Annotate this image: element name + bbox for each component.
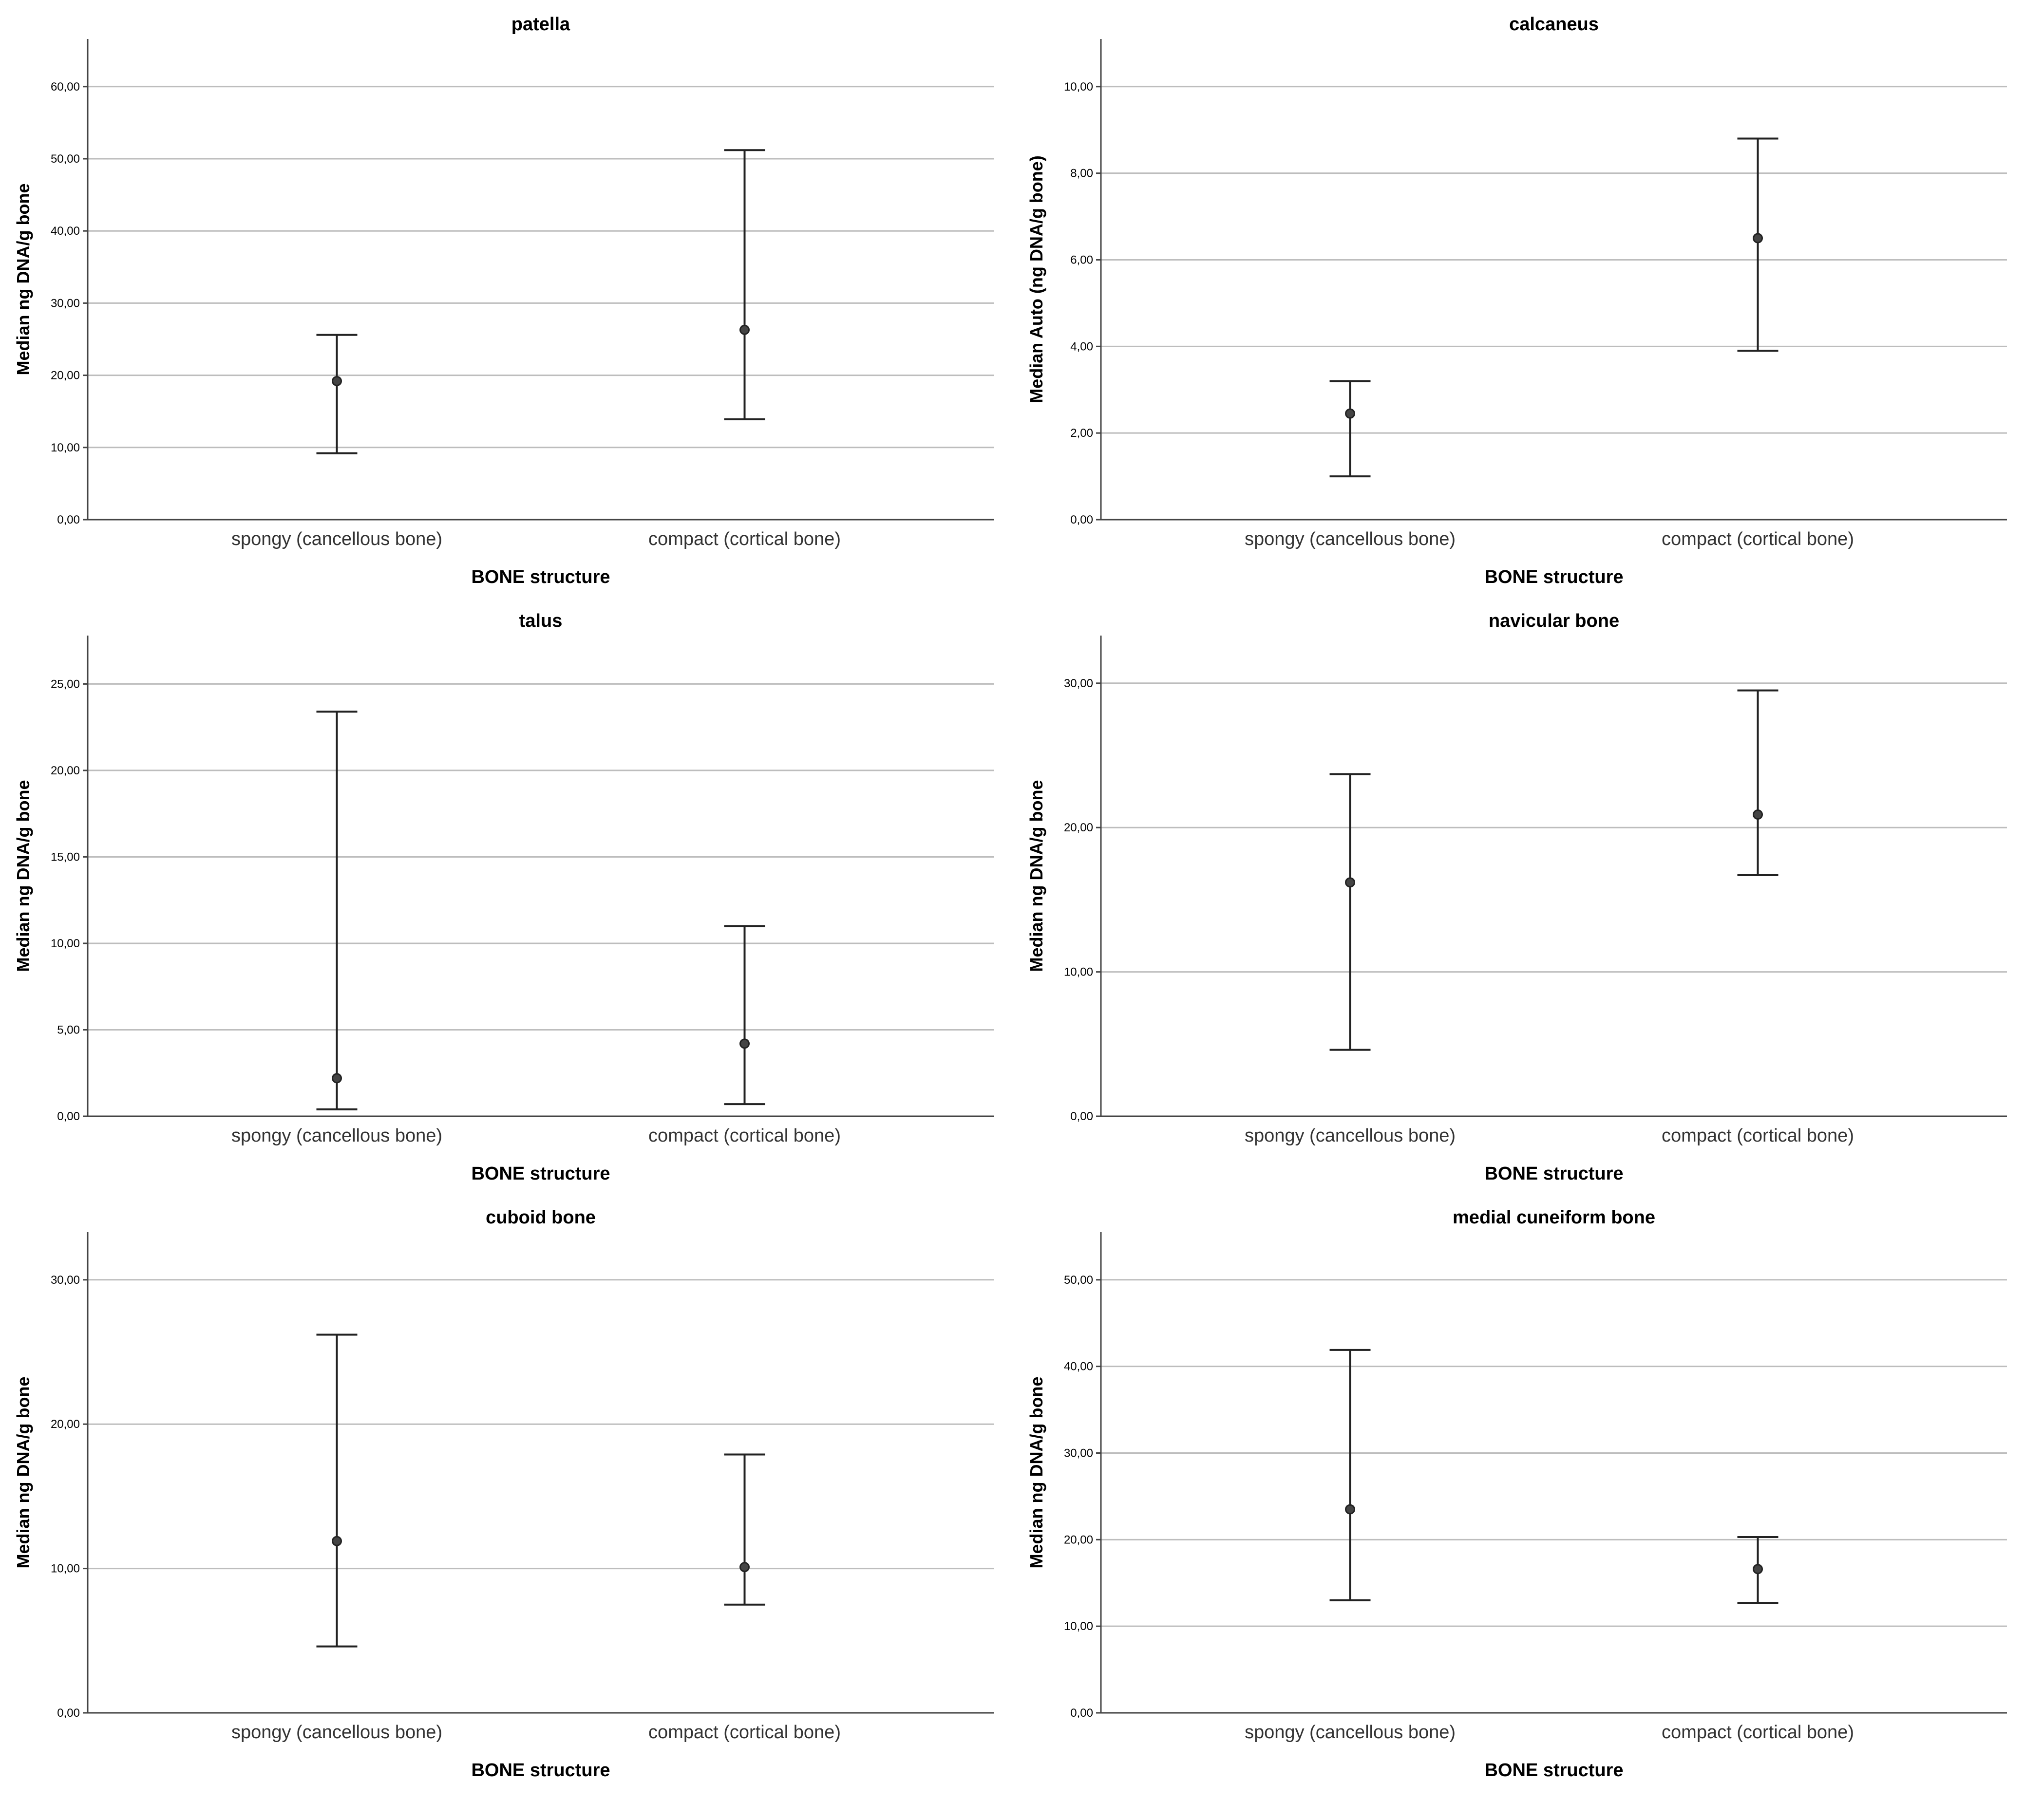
y-tick-label: 10,00	[51, 441, 80, 454]
axes	[1100, 636, 2007, 1117]
y-tick-label: 2,00	[1070, 427, 1093, 440]
x-tick-label: compact (cortical bone)	[648, 529, 841, 549]
chart-panel-6: 0,00 10,00 20,00 30,00 40,00 50,00 medial cune…	[1026, 1207, 2007, 1781]
median-point	[1753, 233, 1763, 244]
x-tick-label: compact (cortical bone)	[1662, 1126, 1854, 1146]
axes	[1100, 39, 2007, 521]
y-tick-label: 10,00	[51, 937, 80, 950]
y-tick-label: 50,00	[51, 152, 80, 166]
median-point	[739, 1038, 750, 1049]
y-axis-label: Median ng DNA/g bone	[13, 780, 33, 972]
y-tick-label: 8,00	[1070, 167, 1093, 180]
axes	[87, 636, 994, 1117]
axes	[87, 1232, 994, 1714]
y-tick-label: 15,00	[51, 850, 80, 863]
y-tick-label: 5,00	[57, 1023, 80, 1036]
x-axis-label: BONE structure	[1484, 567, 1623, 587]
y-tick-label: 50,00	[1064, 1274, 1093, 1287]
median-point	[739, 1562, 750, 1573]
x-tick-label: compact (cortical bone)	[1662, 1722, 1854, 1743]
y-tick-label: 6,00	[1070, 253, 1093, 266]
x-axis-label: BONE structure	[471, 567, 610, 587]
y-tick-label: 25,00	[51, 677, 80, 691]
chart-title: calcaneus	[1509, 14, 1599, 35]
y-tick-label: 10,00	[1064, 966, 1093, 979]
x-axis-label: BONE structure	[471, 1760, 610, 1781]
y-tick-label: 20,00	[51, 764, 80, 777]
chart-title: talus	[519, 611, 563, 631]
y-tick-label: 0,00	[1070, 513, 1093, 526]
chart-panel-3: 0,00 5,00 10,00 15,00 20,00 25,00 talus Median …	[13, 611, 994, 1184]
chart-title: navicular bone	[1489, 611, 1619, 631]
median-point	[1753, 809, 1763, 820]
chart-title: medial cuneiform bone	[1453, 1207, 1655, 1228]
y-tick-label: 30,00	[51, 1274, 80, 1287]
y-tick-label: 0,00	[57, 1110, 80, 1123]
y-tick-label: 30,00	[51, 297, 80, 310]
chart-panel-5: 0,00 10,00 20,00 30,00 cuboid bone Median ng …	[13, 1207, 994, 1781]
median-point	[1753, 1564, 1763, 1575]
y-tick-label: 10,00	[1064, 1620, 1093, 1633]
chart-panel-1: 0,00 10,00 20,00 30,00 40,00 50,00 60,00 patell…	[13, 14, 994, 587]
x-axis-label: BONE structure	[471, 1163, 610, 1184]
y-tick-label: 20,00	[1064, 1533, 1093, 1546]
y-tick-label: 10,00	[51, 1562, 80, 1576]
y-tick-label: 60,00	[51, 80, 80, 94]
chart-panel-2: 0,00 2,00 4,00 6,00 8,00 10,00 calcaneus Median…	[1026, 14, 2007, 587]
median-point	[332, 1536, 342, 1546]
median-point	[332, 1073, 342, 1084]
x-tick-label: compact (cortical bone)	[648, 1722, 841, 1743]
y-axis-label: Median Auto (ng DNA/g bone)	[1026, 155, 1046, 403]
y-tick-label: 40,00	[51, 225, 80, 238]
y-tick-label: 10,00	[1064, 80, 1093, 94]
y-tick-label: 20,00	[51, 1418, 80, 1431]
x-tick-label: spongy (cancellous bone)	[231, 1722, 442, 1743]
y-axis-label: Median ng DNA/g bone	[13, 184, 33, 375]
x-axis-label: BONE structure	[1484, 1760, 1623, 1781]
x-tick-label: spongy (cancellous bone)	[231, 529, 442, 549]
y-tick-label: 40,00	[1064, 1360, 1093, 1373]
x-tick-label: spongy (cancellous bone)	[1245, 529, 1456, 549]
y-tick-label: 30,00	[1064, 1446, 1093, 1460]
median-point	[1345, 1504, 1355, 1515]
median-point	[739, 324, 750, 335]
y-axis-label: Median ng DNA/g bone	[13, 1377, 33, 1569]
y-axis-label: Median ng DNA/g bone	[1026, 1377, 1046, 1569]
chart-title: cuboid bone	[486, 1207, 596, 1228]
y-tick-label: 0,00	[1070, 1110, 1093, 1123]
median-point	[332, 375, 342, 386]
x-tick-label: compact (cortical bone)	[1662, 529, 1854, 549]
median-point	[1345, 877, 1355, 888]
median-point	[1345, 408, 1355, 419]
y-tick-label: 0,00	[57, 513, 80, 526]
y-tick-label: 20,00	[1064, 821, 1093, 834]
x-tick-label: spongy (cancellous bone)	[1245, 1722, 1456, 1743]
y-tick-label: 4,00	[1070, 340, 1093, 353]
x-tick-label: compact (cortical bone)	[648, 1126, 841, 1146]
y-tick-label: 0,00	[1070, 1707, 1093, 1720]
axes	[1100, 1232, 2007, 1714]
y-tick-label: 20,00	[51, 369, 80, 382]
chart-panel-4: 0,00 10,00 20,00 30,00 navicular bone Median …	[1026, 611, 2007, 1184]
y-tick-label: 30,00	[1064, 677, 1093, 690]
y-axis-label: Median ng DNA/g bone	[1026, 780, 1046, 972]
x-tick-label: spongy (cancellous bone)	[231, 1126, 442, 1146]
y-tick-label: 0,00	[57, 1707, 80, 1720]
x-axis-label: BONE structure	[1484, 1163, 1623, 1184]
x-tick-label: spongy (cancellous bone)	[1245, 1126, 1456, 1146]
axes	[87, 39, 994, 521]
chart-title: patella	[511, 14, 570, 35]
